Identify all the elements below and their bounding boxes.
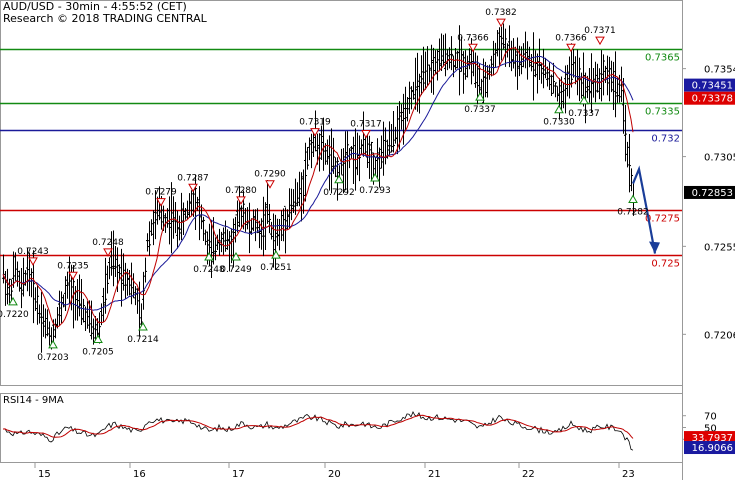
price-badge <box>684 78 735 92</box>
resistance-marker-label: 0.7279 <box>145 188 177 198</box>
resistance-marker-label: 0.7280 <box>225 186 257 196</box>
resistance-marker <box>28 257 38 266</box>
ma-fast-line <box>2 47 634 328</box>
rsi-badge-label: 33.7937 <box>692 433 733 444</box>
support-marker-label: 0.7293 <box>359 186 391 196</box>
support-marker-label: 0.7248 <box>193 265 225 275</box>
level-label: 0.7335 <box>645 107 680 118</box>
rsi-badge-label: 16.9066 <box>692 443 733 454</box>
support-marker <box>370 172 380 182</box>
resistance-marker <box>566 43 576 53</box>
support-marker <box>48 339 58 349</box>
resistance-marker-label: 0.7235 <box>57 261 89 271</box>
price-badge-label: 0.73451 <box>692 81 733 92</box>
rsi-line <box>2 411 634 451</box>
resistance-marker-label: 0.7371 <box>584 26 616 36</box>
support-marker-label: 0.7251 <box>260 263 292 273</box>
price-tick-label: 0.7305 <box>704 153 735 164</box>
date-label: 15 <box>38 469 51 480</box>
resistance-marker <box>468 43 478 53</box>
date-label: 21 <box>428 469 441 480</box>
support-marker <box>93 334 103 344</box>
rsi-badge <box>684 441 735 455</box>
support-marker <box>579 95 589 105</box>
resistance-marker-label: 0.7382 <box>485 8 517 18</box>
level-label: 0.7365 <box>645 53 680 64</box>
price-badge <box>684 185 735 199</box>
support-marker-label: 0.7205 <box>82 348 114 358</box>
resistance-marker <box>156 198 166 207</box>
resistance-marker <box>496 18 506 28</box>
price-badge-label: 0.72853 <box>692 188 733 199</box>
ma-slow-line <box>2 56 634 311</box>
resistance-marker-label: 0.7366 <box>555 33 587 43</box>
support-marker-label: 0.7282 <box>617 208 649 218</box>
support-marker <box>334 174 344 184</box>
rsi-title: RSI14 - 9MA <box>3 395 64 406</box>
chart-title: AUD/USD - 30min - 4:55:52 (CET) <box>3 0 187 13</box>
resistance-marker-label: 0.7317 <box>350 119 382 129</box>
rsi-tick-label: 50 <box>704 424 717 435</box>
support-marker-label: 0.7220 <box>0 310 29 320</box>
support-marker <box>8 296 18 306</box>
resistance-marker-label: 0.7366 <box>457 33 489 43</box>
resistance-marker-label: 0.7243 <box>17 247 49 257</box>
price-tick-label: 0.7354 <box>704 65 735 76</box>
date-label: 23 <box>622 469 635 480</box>
resistance-marker <box>236 196 246 205</box>
copyright-text: Research © 2018 TRADING CENTRAL <box>3 12 207 25</box>
resistance-marker-label: 0.7319 <box>299 118 331 128</box>
date-label: 16 <box>133 469 146 480</box>
projection-arrow-head <box>649 241 660 254</box>
level-label: 0.7275 <box>645 214 680 225</box>
support-marker <box>138 321 148 331</box>
support-marker-label: 0.7214 <box>127 335 159 345</box>
price-badge <box>684 91 735 105</box>
support-marker <box>204 251 214 261</box>
price-badge-label: 0.73378 <box>692 94 733 105</box>
date-label: 20 <box>328 469 341 480</box>
resistance-marker-label: 0.7248 <box>92 238 124 248</box>
rsi-tick-label: 70 <box>704 412 717 423</box>
price-tick-label: 0.7206 <box>704 330 735 341</box>
resistance-marker <box>103 248 113 257</box>
support-marker <box>554 104 564 114</box>
support-marker-label: 0.7292 <box>323 188 355 198</box>
support-marker-label: 0.7337 <box>464 105 496 115</box>
resistance-marker <box>595 36 605 46</box>
support-marker <box>271 250 281 259</box>
support-marker-label: 0.7249 <box>220 265 252 275</box>
level-label: 0.732 <box>651 134 680 145</box>
support-marker-label: 0.7337 <box>568 109 600 119</box>
rsi-badge <box>684 431 735 445</box>
resistance-marker <box>188 183 198 193</box>
support-marker-label: 0.7330 <box>543 118 575 128</box>
level-label: 0.725 <box>651 259 680 270</box>
support-marker <box>231 251 241 261</box>
support-marker <box>628 194 638 203</box>
price-tick-label: 0.7255 <box>704 242 735 253</box>
resistance-marker <box>361 129 371 139</box>
resistance-marker-label: 0.7287 <box>177 173 209 183</box>
resistance-marker <box>265 180 275 189</box>
support-marker-label: 0.7203 <box>37 353 69 363</box>
resistance-marker <box>68 271 78 281</box>
date-label: 22 <box>522 469 535 480</box>
resistance-marker <box>310 128 320 137</box>
date-label: 17 <box>232 469 245 480</box>
resistance-marker-label: 0.7290 <box>254 170 286 180</box>
projection-arrow-line <box>631 165 657 254</box>
support-marker <box>475 92 485 101</box>
rsi-ma-line <box>2 414 634 439</box>
